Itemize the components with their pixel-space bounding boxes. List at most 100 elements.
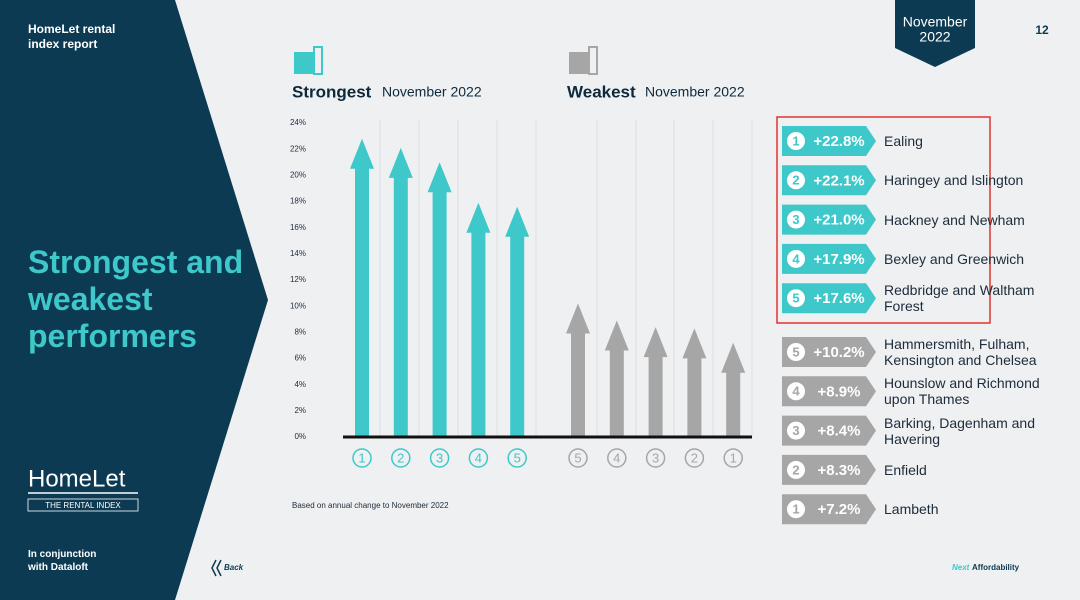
highlight-box xyxy=(776,116,991,324)
value-label: +17.9% xyxy=(813,251,864,268)
bar-arrow xyxy=(388,147,413,437)
rank-badge xyxy=(787,249,805,268)
rank-badge xyxy=(787,289,805,308)
slide-title: Strongest and weakest performers xyxy=(28,244,244,354)
rank-circle xyxy=(723,448,743,468)
rank-badge-label: 2 xyxy=(792,462,799,477)
side-panel xyxy=(0,0,268,600)
logo: HomeLet xyxy=(28,465,126,492)
y-tick-label: 8% xyxy=(294,327,306,336)
y-tick-label: 14% xyxy=(290,249,306,258)
rank-label: 4 xyxy=(613,450,620,465)
value-ribbon xyxy=(782,494,876,525)
badge-month: November xyxy=(903,14,968,30)
y-tick-label: 2% xyxy=(294,406,306,415)
value-ribbon xyxy=(782,337,876,367)
area-name: Ealing xyxy=(884,133,923,149)
next-link[interactable]: Next xyxy=(952,563,970,572)
rank-badge-label: 1 xyxy=(792,133,799,148)
rank-label: 5 xyxy=(514,450,521,465)
rank-label: 2 xyxy=(397,450,404,465)
back-link[interactable]: Back xyxy=(224,563,244,572)
rank-circle xyxy=(391,448,411,468)
logo-subtitle: THE RENTAL INDEX xyxy=(45,501,121,510)
area-name: Barking, Dagenham and Havering xyxy=(884,414,1035,447)
rank-circle xyxy=(684,448,705,468)
value-ribbon xyxy=(782,165,876,196)
area-name: Hounslow and Richmond upon Thames xyxy=(884,375,1040,408)
rank-label: 1 xyxy=(730,450,737,465)
area-name: Lambeth xyxy=(884,501,939,518)
report-name: HomeLet rental index report xyxy=(28,22,116,51)
value-ribbon xyxy=(782,415,876,446)
partner-note: In conjunction with Dataloft xyxy=(28,549,97,573)
rank-badge-label: 2 xyxy=(792,173,799,188)
value-ribbon xyxy=(782,454,876,485)
bar-arrow xyxy=(466,202,491,437)
logo-box xyxy=(27,498,139,512)
footnote: Based on annual change to November 2022 xyxy=(292,501,449,510)
value-ribbon xyxy=(782,204,876,235)
next-topic[interactable]: Affordability xyxy=(972,563,1020,572)
y-tick-label: 20% xyxy=(290,170,306,179)
bar-arrow xyxy=(682,328,707,437)
bar-arrow xyxy=(427,162,452,437)
y-tick-label: 18% xyxy=(290,197,306,206)
rank-label: 3 xyxy=(652,450,659,465)
value-label: +17.6% xyxy=(813,290,864,307)
rank-badge-label: 5 xyxy=(792,344,799,359)
series-heading: Strongest xyxy=(292,82,372,101)
rank-badge-label: 3 xyxy=(792,423,799,438)
rank-badge xyxy=(787,132,805,150)
rank-badge-label: 5 xyxy=(792,291,799,306)
rank-circle xyxy=(645,448,666,468)
series-period: November 2022 xyxy=(645,84,745,100)
rank-badge-label: 4 xyxy=(792,384,800,399)
rank-badge xyxy=(787,171,805,190)
y-tick-label: 4% xyxy=(294,380,306,389)
rank-badge xyxy=(787,343,805,361)
rank-label: 2 xyxy=(691,450,698,465)
value-label: +8.4% xyxy=(818,423,861,440)
y-tick-label: 10% xyxy=(290,301,306,310)
rank-label: 3 xyxy=(436,450,443,465)
y-tick-label: 16% xyxy=(290,223,306,232)
rank-badge-label: 1 xyxy=(792,502,799,517)
rank-label: 5 xyxy=(574,450,581,465)
rank-circle xyxy=(429,448,450,468)
value-label: +22.1% xyxy=(813,172,864,189)
area-name: Haringey and Islington xyxy=(884,172,1024,189)
rank-label: 1 xyxy=(358,450,365,465)
badge-year: 2022 xyxy=(919,29,950,45)
y-tick-label: 24% xyxy=(290,118,306,127)
rank-label: 4 xyxy=(475,450,482,465)
value-label: +22.8% xyxy=(813,133,864,150)
bar-arrow xyxy=(350,138,374,437)
value-label: +8.9% xyxy=(818,383,861,400)
value-ribbon xyxy=(782,126,876,156)
bar-arrow xyxy=(643,327,668,437)
icon xyxy=(569,46,598,75)
y-tick-label: 12% xyxy=(290,275,306,284)
area-name: Hammersmith, Fulham, Kensington and Chel… xyxy=(884,336,1037,368)
area-name: Hackney and Newham xyxy=(884,211,1025,228)
y-tick-label: 22% xyxy=(290,144,306,153)
value-label: +8.3% xyxy=(818,462,861,479)
area-name: Redbridge and Waltham Forest xyxy=(884,282,1035,315)
back-icon[interactable] xyxy=(211,559,222,577)
value-label: +10.2% xyxy=(813,344,864,361)
y-tick-label: 6% xyxy=(294,354,306,363)
rank-badge xyxy=(787,421,805,440)
rank-badge xyxy=(787,210,805,229)
rank-circle xyxy=(468,448,489,468)
rank-badge xyxy=(787,500,805,519)
date-badge xyxy=(895,0,975,67)
bar-arrow xyxy=(604,320,629,437)
bar-arrow xyxy=(505,206,530,437)
area-name: Bexley and Greenwich xyxy=(884,250,1025,267)
bar-arrow xyxy=(566,303,590,437)
value-ribbon xyxy=(782,283,876,314)
rank-badge-label: 4 xyxy=(792,251,800,266)
